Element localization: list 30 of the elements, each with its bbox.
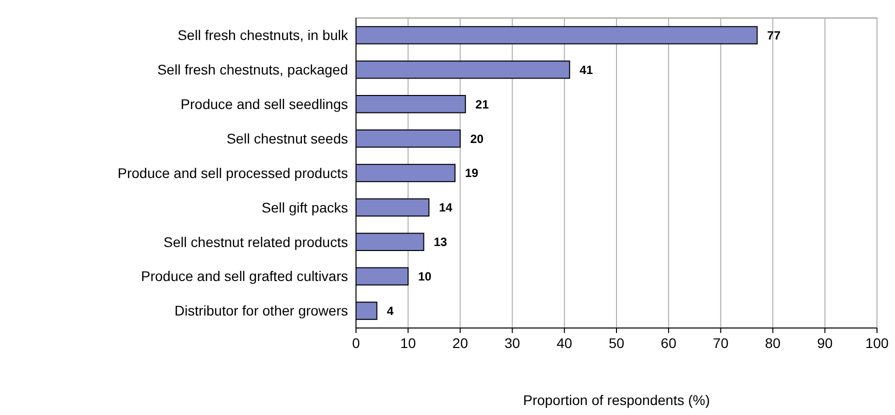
x-tick-label: 40: [556, 335, 572, 351]
y-tick-label: Sell chestnut seeds: [226, 130, 348, 146]
x-axis-title: Proportion of respondents (%): [523, 392, 710, 408]
x-tick-label: 20: [452, 335, 468, 351]
x-tick-label: 60: [660, 335, 677, 351]
y-tick-label: Sell fresh chestnuts, in bulk: [178, 27, 349, 44]
y-tick-label: Produce and sell processed products: [118, 164, 348, 181]
data-label: 4: [386, 304, 394, 318]
data-label: 19: [464, 166, 479, 180]
y-tick-label: Produce and sell seedlings: [180, 96, 348, 112]
x-tick-label: 80: [765, 335, 781, 351]
x-tick-label: 30: [504, 335, 520, 351]
y-tick-label: Sell fresh chestnuts, packaged: [157, 62, 348, 78]
data-label: 20: [470, 132, 484, 146]
x-tick-label: 70: [712, 335, 729, 351]
data-label: 41: [580, 62, 594, 77]
data-label: 14: [438, 200, 453, 215]
data-label: 10: [418, 270, 432, 284]
x-tick-label: 10: [400, 335, 416, 351]
y-tick-label: Produce and sell grafted cultivars: [141, 268, 348, 284]
data-label: 13: [434, 235, 448, 250]
y-tick-label: Sell gift packs: [262, 199, 348, 216]
data-label: 77: [767, 28, 781, 42]
x-tick-label: 50: [608, 335, 624, 351]
x-tick-label: 0: [352, 335, 360, 351]
y-tick-label: Distributor for other growers: [174, 302, 348, 319]
data-label: 21: [475, 97, 490, 112]
x-tick-label: 90: [817, 335, 833, 351]
x-tick-label: 100: [865, 335, 889, 351]
y-tick-label: Sell chestnut related products: [164, 234, 348, 250]
